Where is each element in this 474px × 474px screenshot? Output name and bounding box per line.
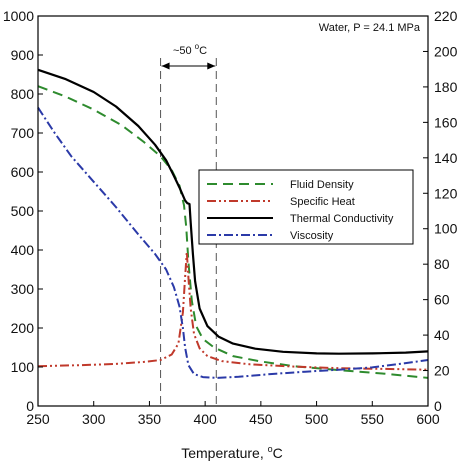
annotation-text: Water, P = 24.1 MPa: [319, 22, 421, 34]
x-axis: 250 300 350 400 450 500 550 600: [26, 401, 440, 427]
right-y-tick-label: 220: [434, 8, 458, 24]
legend-label: Specific Heat: [290, 196, 355, 208]
left-y-axis: 0 100 200 300 400 500 600 700 800 900 1000: [3, 8, 43, 414]
x-tick-label: 300: [82, 411, 106, 427]
right-y-tick-label: 160: [434, 114, 458, 130]
right-y-tick-label: 120: [434, 185, 458, 201]
left-y-tick-label: 800: [11, 86, 35, 102]
x-tick-label: 250: [26, 411, 50, 427]
right-y-axis: 0 20 40 60 80 100 120 140 160 180 200 220: [423, 8, 458, 414]
x-tick-label: 500: [305, 411, 329, 427]
right-y-tick-label: 20: [434, 363, 450, 379]
left-y-tick-label: 300: [11, 281, 35, 297]
left-y-tick-label: 900: [11, 47, 35, 63]
left-y-tick-label: 100: [11, 359, 35, 375]
right-y-tick-label: 140: [434, 150, 458, 166]
x-tick-label: 600: [416, 411, 440, 427]
interval-label: ~50 oC: [173, 42, 207, 57]
right-y-tick-label: 100: [434, 221, 458, 237]
interval-annotation: ~50 oC: [161, 42, 216, 70]
legend: Fluid Density Specific Heat Thermal Conduc…: [198, 169, 414, 245]
right-y-tick-label: 0: [434, 398, 442, 414]
x-tick-label: 450: [249, 411, 273, 427]
left-y-tick-label: 0: [26, 398, 34, 414]
x-tick-label: 350: [138, 411, 162, 427]
series-line-fluid-density: [37, 85, 429, 379]
interval-arrow-head-right: [207, 62, 216, 70]
x-tick-label: 550: [361, 411, 385, 427]
legend-label: Viscosity: [290, 230, 334, 242]
x-tick-label: 400: [193, 411, 217, 427]
legend-label: Thermal Conductivity: [290, 213, 394, 225]
left-y-tick-label: 1000: [3, 8, 34, 24]
right-y-tick-label: 200: [434, 43, 458, 59]
series-layer: [37, 68, 429, 379]
right-y-tick-label: 40: [434, 327, 450, 343]
left-y-tick-label: 400: [11, 242, 35, 258]
legend-box: [198, 169, 414, 245]
legend-label: Fluid Density: [290, 179, 354, 191]
right-y-tick-label: 80: [434, 256, 450, 272]
series-line-specific-heat: [37, 250, 429, 371]
left-y-tick-label: 700: [11, 125, 35, 141]
right-y-tick-label: 60: [434, 292, 450, 308]
series-line-viscosity: [37, 107, 429, 379]
x-axis-title: Temperature, oC: [181, 444, 283, 461]
left-y-tick-label: 200: [11, 320, 35, 336]
series-line-thermal-conductivity: [37, 68, 429, 355]
interval-arrow: [161, 62, 216, 70]
left-y-tick-label: 600: [11, 164, 35, 180]
interval-arrow-head-left: [161, 62, 170, 70]
left-y-tick-label: 500: [11, 203, 35, 219]
right-y-tick-label: 180: [434, 79, 458, 95]
